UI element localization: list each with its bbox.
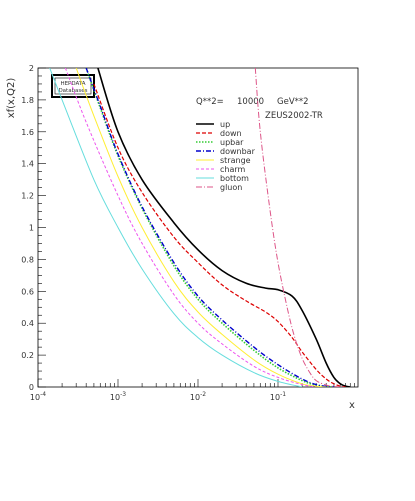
legend-label-up: up <box>220 120 230 129</box>
y-tick-label: 1 <box>29 224 34 233</box>
curve-charm <box>64 68 317 387</box>
y-tick-label: 2 <box>29 64 34 73</box>
y-tick-label: 1.6 <box>21 128 34 137</box>
legend-label-downbar: downbar <box>220 147 256 156</box>
legend-label-strange: strange <box>220 156 251 165</box>
curve-up <box>97 68 351 387</box>
y-tick-label: 1.2 <box>21 192 34 201</box>
curve-gluon <box>254 68 346 387</box>
legend-label-upbar: upbar <box>220 138 244 147</box>
logo-line1: HEPDATA <box>60 81 85 87</box>
q2-value: 10000 <box>237 97 264 107</box>
legend-label-bottom: bottom <box>220 174 249 183</box>
x-tick-label: 10-4 <box>30 391 46 402</box>
x-tick-label: 10-2 <box>190 391 206 402</box>
y-tick-label: 0.8 <box>21 255 34 264</box>
y-tick-label: 1.8 <box>21 96 34 105</box>
legend-label-charm: charm <box>220 165 246 174</box>
curve-bottom <box>49 68 303 387</box>
legend-label-gluon: gluon <box>220 183 242 192</box>
y-axis-title: xf(x,Q2) <box>6 78 17 119</box>
curve-strange <box>75 68 327 387</box>
legend-label-down: down <box>220 129 242 138</box>
x-tick-label: 10-1 <box>270 391 286 402</box>
q2-label: Q**2= <box>196 97 224 107</box>
y-tick-label: 0.4 <box>21 319 34 328</box>
y-tick-label: 0 <box>29 383 34 392</box>
y-tick-label: 0.6 <box>21 287 34 296</box>
curve-downbar <box>85 68 334 387</box>
y-tick-label: 1.4 <box>21 160 34 169</box>
y-tick-label: 0.2 <box>21 351 34 360</box>
hepdata-logo: HEPDATA Databases <box>51 74 95 98</box>
x-tick-label: 10-3 <box>110 391 126 402</box>
curve-down <box>93 83 346 387</box>
logo-line2: Databases <box>58 88 87 94</box>
q2-unit: GeV**2 <box>277 97 309 107</box>
pdf-set-name: ZEUS2002-TR <box>265 111 323 121</box>
x-axis-title: x <box>349 400 355 411</box>
